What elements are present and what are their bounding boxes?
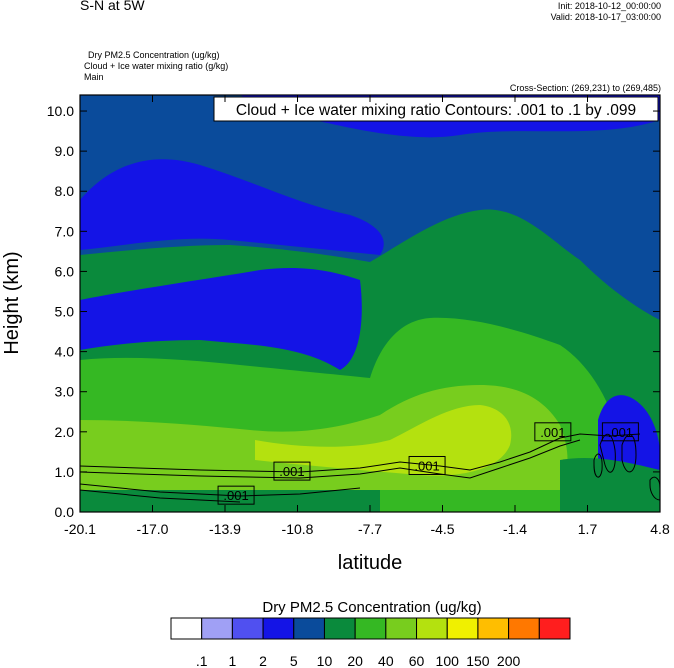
y-axis: 0.0 1.0 2.0 3.0 4.0 5.0 6.0 7.0 8.0 9.0 10.0 xyxy=(47,103,660,520)
y-tick-label: 7.0 xyxy=(55,223,75,239)
colorbar: .1 1 2 5 10 20 40 60 100 150 200 xyxy=(170,617,571,668)
contour-line xyxy=(80,433,641,473)
x-tick-label: -20.1 xyxy=(64,521,96,537)
colorbar-label: 100 xyxy=(436,653,460,668)
x-tick-label: 4.8 xyxy=(650,521,670,537)
contour-label: .001 xyxy=(601,422,639,442)
contour-line xyxy=(593,453,603,478)
field-region-yellow xyxy=(255,405,512,476)
contour-label: .001 xyxy=(408,455,446,475)
y-axis-label: Height (km) xyxy=(1,251,23,354)
y-tick-label: 3.0 xyxy=(55,384,75,400)
contour-line xyxy=(80,489,241,503)
colorbar-label: 150 xyxy=(466,653,490,668)
colorbar-swatch xyxy=(323,617,356,640)
colorbar-swatch xyxy=(231,617,264,640)
y-tick-label: 5.0 xyxy=(55,304,75,320)
colorbar-swatch xyxy=(262,617,295,640)
contour-label-text: .001 xyxy=(540,425,565,440)
colorbar-label: 60 xyxy=(409,653,425,668)
contour-label: .001 xyxy=(534,422,572,442)
contour-label: .001 xyxy=(217,485,255,505)
x-tick-label: -10.8 xyxy=(282,521,314,537)
contour-label-box xyxy=(217,485,255,505)
x-tick-label: -1.4 xyxy=(503,521,527,537)
colorbar-swatch xyxy=(201,617,233,640)
colorbar-label: 2 xyxy=(259,653,267,668)
colorbar-swatch xyxy=(354,617,387,640)
colorbar-swatch xyxy=(446,617,479,640)
colorbar-swatch xyxy=(170,617,203,640)
colorbar-label: 20 xyxy=(347,653,363,668)
colorbar-swatch xyxy=(293,617,325,640)
valid-time: Valid: 2018-10-17_03:00:00 xyxy=(550,12,661,22)
colorbar-swatch xyxy=(385,617,418,640)
x-tick-label: -4.5 xyxy=(430,521,454,537)
x-tick-label: 1.7 xyxy=(578,521,598,537)
x-axis: -20.1 -17.0 -13.9 -10.8 -7.7 -4.5 -1.4 1.7 4.8 xyxy=(64,95,670,537)
colorbar-label: 5 xyxy=(290,653,298,668)
shaded-field xyxy=(80,95,660,512)
contour-title: Cloud + Ice water mixing ratio Contours:… xyxy=(236,102,636,119)
contour-line xyxy=(599,433,616,473)
contour-label-text: .001 xyxy=(414,458,439,473)
contour-label-box xyxy=(273,461,311,481)
field-region-blue-upper xyxy=(80,159,384,255)
contour-label: .001 xyxy=(273,461,311,481)
colorbar-label: 200 xyxy=(497,653,521,668)
y-tick-label: 0.0 xyxy=(55,504,75,520)
field-region-surface-right xyxy=(560,458,660,512)
field-region-blue-left xyxy=(80,268,362,370)
contour-label-text: .001 xyxy=(223,488,248,503)
init-time: Init: 2018-10-12_00:00:00 xyxy=(557,1,661,11)
y-tick-label: 10.0 xyxy=(47,103,74,119)
y-tick-label: 6.0 xyxy=(55,263,75,279)
colorbar-label: 1 xyxy=(228,653,236,668)
colorbar-label: 10 xyxy=(317,653,333,668)
colorbar-title: Dry PM2.5 Concentration (ug/kg) xyxy=(262,599,481,616)
colorbar-swatch xyxy=(416,617,448,640)
colorbar-swatch xyxy=(538,617,571,640)
colorbar-swatch xyxy=(477,617,510,640)
x-tick-label: -7.7 xyxy=(358,521,382,537)
plot-title: S-N at 5W xyxy=(80,0,145,13)
colorbar-label: .1 xyxy=(196,653,208,668)
colorbar-label: 40 xyxy=(378,653,394,668)
y-tick-label: 2.0 xyxy=(55,424,75,440)
contour-title-box xyxy=(213,96,659,122)
contour-line xyxy=(80,483,361,497)
contour-line xyxy=(621,434,637,473)
field-label-cloud: Cloud + Ice water mixing ratio (g/kg) xyxy=(84,61,229,71)
colorbar-swatch xyxy=(508,617,540,640)
y-tick-label: 4.0 xyxy=(55,344,75,360)
contour-labels: .001 .001 .001 .001 .001 xyxy=(217,422,639,505)
contour-label-text: .001 xyxy=(608,425,633,440)
y-tick-label: 1.0 xyxy=(55,464,75,480)
field-label-main: Main xyxy=(84,72,104,82)
field-label-pm25: Dry PM2.5 Concentration (ug/kg) xyxy=(88,50,220,60)
y-tick-label: 8.0 xyxy=(55,183,75,199)
x-tick-label: -17.0 xyxy=(137,521,169,537)
contour-label-box xyxy=(534,422,572,442)
contour-label-box xyxy=(408,455,446,475)
cross-section-label: Cross-Section: (269,231) to (269,485) xyxy=(509,83,661,93)
contour-label-box xyxy=(601,422,639,442)
y-tick-label: 9.0 xyxy=(55,143,75,159)
contour-line xyxy=(649,476,660,501)
contour-label-text: .001 xyxy=(279,464,304,479)
x-axis-label: latitude xyxy=(338,552,403,574)
x-tick-label: -13.9 xyxy=(209,521,241,537)
